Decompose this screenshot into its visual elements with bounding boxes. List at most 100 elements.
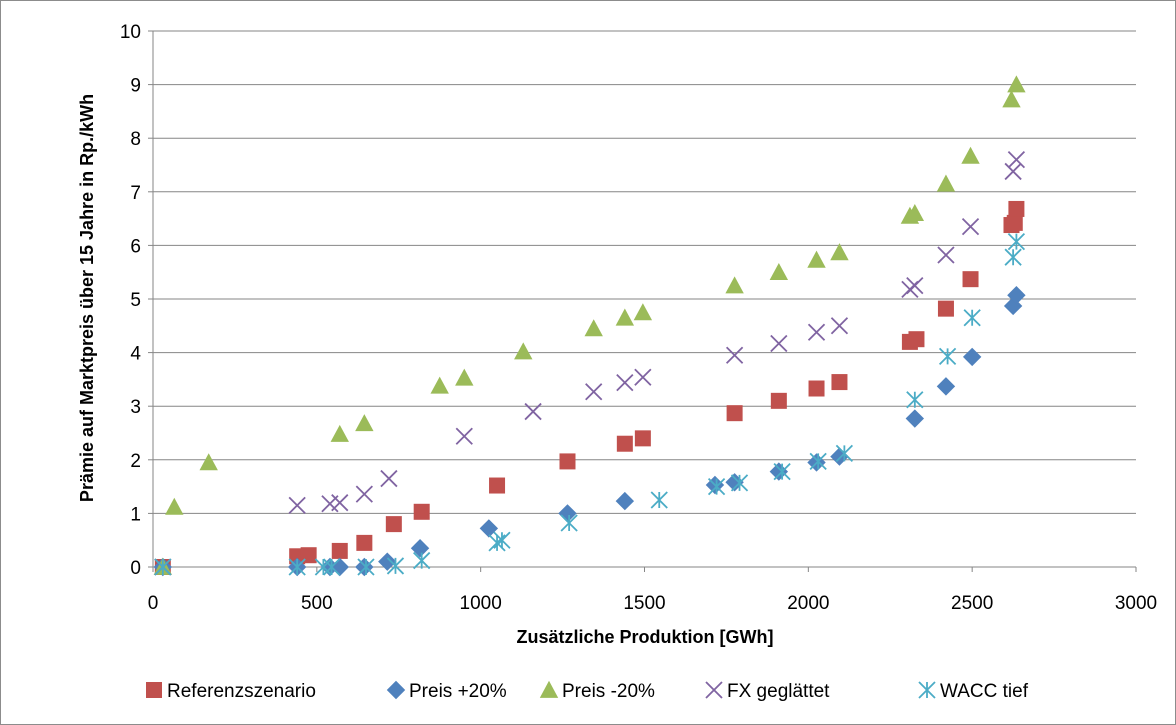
data-point xyxy=(585,383,603,401)
data-point xyxy=(331,494,349,512)
y-axis-title: Prämie auf Marktpreis über 15 Jahre in R… xyxy=(77,94,97,502)
legend: Referenzszenario Preis +20% Preis -20% FX g… xyxy=(146,680,1029,702)
data-point xyxy=(558,504,577,523)
data-point xyxy=(1007,75,1026,93)
data-point xyxy=(355,557,374,577)
data-point xyxy=(725,473,744,492)
data-point xyxy=(769,263,789,281)
legend-item: FX geglättet xyxy=(705,681,830,702)
plot-area xyxy=(153,30,1136,514)
data-point xyxy=(807,323,826,341)
series-fx-gegl-ttet xyxy=(154,151,1026,576)
x-tick-label: 500 xyxy=(301,593,333,614)
data-point xyxy=(906,276,924,295)
data-point xyxy=(730,474,749,492)
legend-item: WACC tief xyxy=(918,681,1029,702)
data-point xyxy=(559,453,576,470)
data-point xyxy=(936,377,956,396)
data-point xyxy=(773,462,791,481)
data-point xyxy=(1008,200,1025,217)
data-point xyxy=(479,519,499,538)
data-point xyxy=(937,300,954,317)
legend-label: Referenzszenario xyxy=(167,681,316,702)
data-point xyxy=(770,392,787,409)
data-point xyxy=(154,558,172,576)
data-point xyxy=(410,539,430,558)
data-point xyxy=(962,347,982,367)
data-point xyxy=(770,334,788,353)
data-point xyxy=(936,174,956,192)
x-tick-label: 1000 xyxy=(460,593,502,614)
data-point xyxy=(165,497,184,515)
y-tick-label: 9 xyxy=(130,76,141,97)
data-point xyxy=(320,557,340,577)
data-point xyxy=(962,271,979,288)
data-point xyxy=(489,477,506,494)
data-point xyxy=(707,477,726,496)
legend-item: Referenzszenario xyxy=(146,681,316,702)
legend-marker xyxy=(386,680,406,700)
data-point xyxy=(831,374,848,391)
y-axis: 0 1 2 3 4 5 6 7 8 9 10 xyxy=(120,22,154,579)
data-point xyxy=(616,373,634,392)
y-tick-label: 3 xyxy=(130,397,141,418)
y-tick-label: 7 xyxy=(130,183,141,204)
data-point xyxy=(1004,248,1022,266)
data-point xyxy=(809,452,827,471)
y-tick-label: 4 xyxy=(130,344,141,365)
data-point xyxy=(322,558,341,576)
data-point xyxy=(634,430,651,447)
legend-label: FX geglättet xyxy=(727,681,830,702)
y-tick-label: 0 xyxy=(130,558,141,579)
data-point xyxy=(961,218,980,236)
data-point xyxy=(1004,162,1022,181)
data-point xyxy=(355,414,374,432)
data-point xyxy=(615,308,635,326)
data-point xyxy=(1007,151,1026,169)
data-point xyxy=(1007,286,1026,305)
data-point xyxy=(380,469,398,488)
legend-marker xyxy=(539,680,559,698)
legend-label: WACC tief xyxy=(940,681,1029,702)
series-wacc-tief xyxy=(154,233,1026,576)
data-point xyxy=(386,557,405,575)
y-tick-label: 6 xyxy=(130,236,141,257)
data-point xyxy=(807,250,826,268)
legend-marker xyxy=(705,681,723,699)
data-point xyxy=(634,368,652,386)
y-tick-label: 1 xyxy=(130,504,141,525)
data-point xyxy=(584,319,603,337)
data-point xyxy=(1006,214,1023,231)
data-point xyxy=(331,542,348,559)
x-tick-label: 2000 xyxy=(787,593,829,614)
data-point xyxy=(288,496,306,514)
legend-item: Preis +20% xyxy=(386,680,507,702)
x-axis: 0 500 1000 1500 2000 2500 3000 xyxy=(148,566,1157,614)
data-point xyxy=(726,405,743,422)
data-point xyxy=(314,558,333,576)
legend-label: Preis +20% xyxy=(409,681,507,702)
data-point xyxy=(906,391,924,409)
data-point xyxy=(830,447,849,466)
data-point xyxy=(808,380,825,397)
data-point xyxy=(650,491,668,509)
data-point xyxy=(455,427,473,445)
legend-label: Preis -20% xyxy=(562,681,655,702)
data-point xyxy=(963,309,981,327)
data-point xyxy=(615,491,635,511)
data-point xyxy=(288,558,306,576)
y-tick-label: 10 xyxy=(120,22,141,43)
data-point xyxy=(937,246,955,264)
x-axis-title: Zusätzliche Produktion [GWh] xyxy=(517,627,774,647)
data-point xyxy=(905,409,925,428)
x-tick-label: 3000 xyxy=(1115,593,1157,614)
legend-marker xyxy=(146,682,162,698)
y-tick-label: 2 xyxy=(130,451,141,472)
data-point xyxy=(835,444,854,463)
data-point xyxy=(1007,233,1026,251)
data-point xyxy=(385,516,402,533)
series-preis-20 xyxy=(153,75,1026,575)
data-point xyxy=(905,204,925,222)
data-point xyxy=(330,557,349,577)
data-point xyxy=(938,347,957,365)
